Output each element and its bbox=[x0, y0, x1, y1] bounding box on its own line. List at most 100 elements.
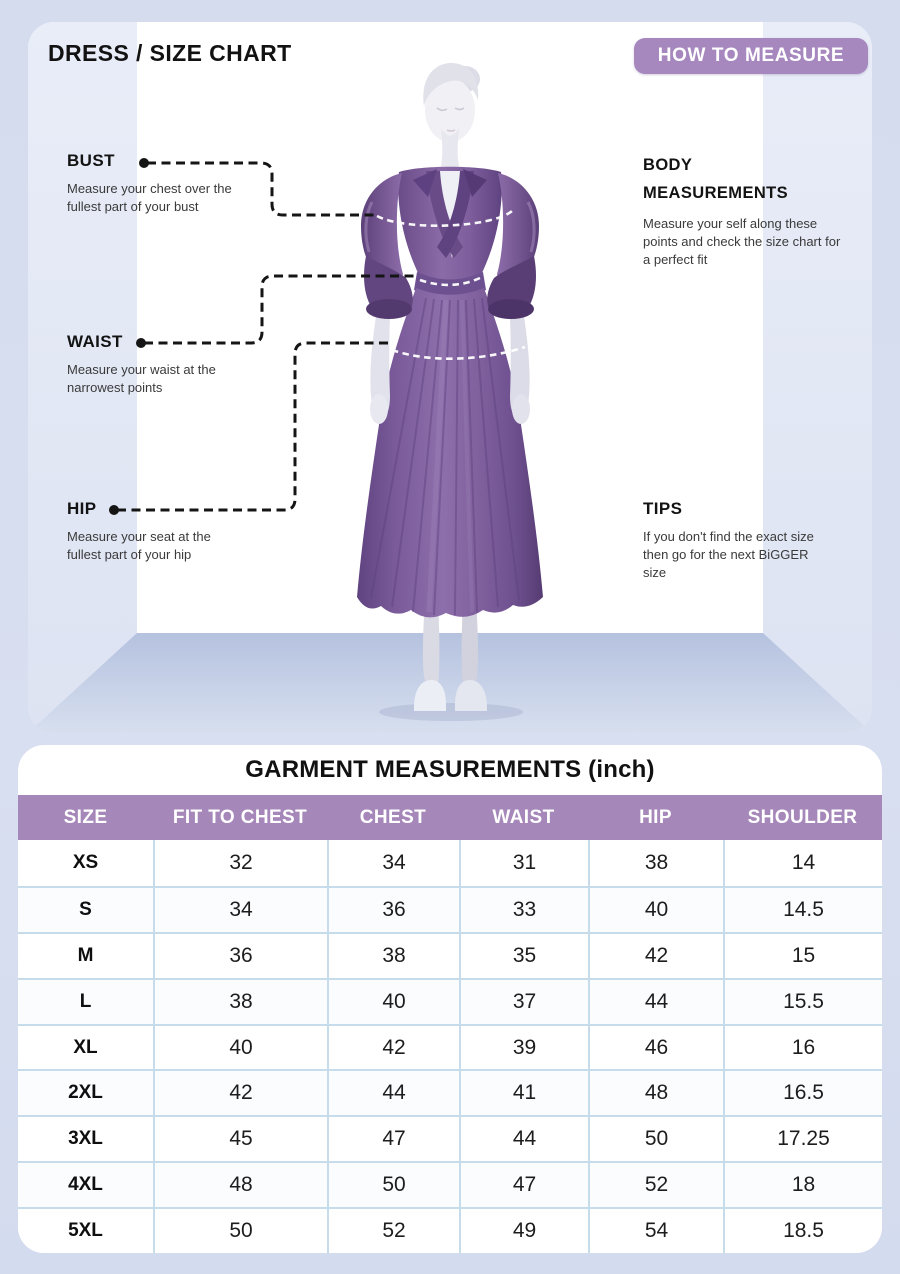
size-cell: L bbox=[79, 990, 92, 1012]
table-row: L 38 40 37 44 15.5 bbox=[18, 977, 882, 1024]
body-measurements-description: Measure your self along these points and… bbox=[643, 216, 841, 268]
table-row: XS 32 34 31 38 14 bbox=[18, 840, 882, 886]
value-cell: 33 bbox=[459, 887, 588, 932]
value-cell: 18 bbox=[723, 1163, 882, 1208]
waist-dot bbox=[136, 338, 146, 348]
hip-label: HIP bbox=[67, 499, 97, 518]
value-cell: 36 bbox=[327, 887, 459, 932]
size-cell: M bbox=[77, 944, 94, 966]
table-row: XL 40 42 39 46 16 bbox=[18, 1023, 882, 1070]
sleeve-left bbox=[361, 173, 403, 285]
size-cell: S bbox=[79, 898, 92, 920]
scene-illustration bbox=[28, 22, 872, 733]
collar-right bbox=[463, 169, 487, 197]
skirt-pleats bbox=[370, 297, 520, 616]
size-table-header: SIZE FIT TO CHEST CHEST WAIST HIP SHOULD… bbox=[18, 795, 882, 840]
value-cell: 38 bbox=[327, 933, 459, 978]
value-cell: 50 bbox=[327, 1163, 459, 1208]
neck bbox=[439, 128, 461, 173]
hair bbox=[423, 63, 479, 106]
value-cell: 49 bbox=[459, 1209, 588, 1253]
tips-note: TIPS If you don't find the exact size th… bbox=[643, 499, 843, 583]
value-cell: 17.25 bbox=[723, 1117, 882, 1162]
size-cell: 5XL bbox=[68, 1220, 103, 1242]
waist-note: WAIST Measure your waist at the narrowes… bbox=[67, 332, 247, 397]
left-wall bbox=[28, 22, 137, 733]
value-cell: 37 bbox=[459, 979, 588, 1024]
waistband bbox=[414, 272, 486, 298]
column-header-chest: CHEST bbox=[359, 806, 427, 828]
value-cell: 38 bbox=[153, 979, 327, 1024]
mannequin-figure bbox=[379, 63, 523, 721]
hip-note: HIP Measure your seat at the fullest par… bbox=[67, 499, 242, 564]
value-cell: 18.5 bbox=[723, 1209, 882, 1253]
column-header-waist: WAIST bbox=[492, 806, 555, 828]
bust-label: BUST bbox=[67, 151, 115, 170]
sleeve-right bbox=[497, 173, 539, 285]
value-cell: 32 bbox=[153, 840, 327, 886]
value-cell: 36 bbox=[153, 933, 327, 978]
size-cell: 4XL bbox=[68, 1174, 103, 1196]
waist-measure-line bbox=[419, 275, 483, 287]
value-cell: 44 bbox=[327, 1071, 459, 1116]
floor-shadow bbox=[379, 703, 523, 721]
value-cell: 15.5 bbox=[723, 979, 882, 1024]
page-title: DRESS / SIZE CHART bbox=[48, 40, 292, 66]
hip-measure-line bbox=[391, 345, 526, 360]
floor bbox=[28, 633, 872, 733]
value-cell: 15 bbox=[723, 933, 882, 978]
table-title: GARMENT MEASUREMENTS (inch) bbox=[245, 756, 655, 783]
value-cell: 44 bbox=[588, 979, 723, 1024]
value-cell: 34 bbox=[327, 840, 459, 886]
size-cell: 2XL bbox=[68, 1082, 103, 1104]
hip-description: Measure your seat at the fullest part of… bbox=[67, 529, 211, 563]
table-row: 2XL 42 44 41 48 16.5 bbox=[18, 1069, 882, 1116]
value-cell: 48 bbox=[153, 1163, 327, 1208]
value-cell: 46 bbox=[588, 1025, 723, 1070]
cuff-right bbox=[488, 299, 534, 319]
value-cell: 31 bbox=[459, 840, 588, 886]
waist-label: WAIST bbox=[67, 332, 123, 351]
bust-note: BUST Measure your chest over the fullest… bbox=[67, 151, 247, 216]
how-to-measure-button[interactable]: HOW TO MEASURE bbox=[634, 38, 868, 74]
bust-dot bbox=[139, 158, 149, 168]
value-cell: 16 bbox=[723, 1025, 882, 1070]
skirt bbox=[357, 288, 543, 618]
table-row: S 34 36 33 40 14.5 bbox=[18, 885, 882, 932]
value-cell: 14 bbox=[723, 840, 882, 886]
cuff-left bbox=[366, 299, 412, 319]
hip-dot bbox=[109, 505, 119, 515]
value-cell: 40 bbox=[153, 1025, 327, 1070]
value-cell: 47 bbox=[327, 1117, 459, 1162]
waist-connector bbox=[144, 274, 419, 345]
value-cell: 50 bbox=[153, 1209, 327, 1253]
value-cell: 50 bbox=[588, 1117, 723, 1162]
value-cell: 52 bbox=[327, 1209, 459, 1253]
size-cell: XL bbox=[73, 1036, 98, 1058]
value-cell: 16.5 bbox=[723, 1071, 882, 1116]
garment-measurements-card: GARMENT MEASUREMENTS (inch) SIZE FIT TO … bbox=[18, 745, 882, 1253]
waist-description: Measure your waist at the narrowest poin… bbox=[67, 362, 216, 396]
value-cell: 42 bbox=[588, 933, 723, 978]
tips-description: If you don't find the exact size then go… bbox=[643, 529, 814, 581]
bust-connector bbox=[147, 161, 376, 217]
column-header-shoulder: SHOULDER bbox=[747, 806, 858, 828]
right-wall bbox=[763, 22, 872, 733]
dress bbox=[357, 166, 543, 618]
value-cell: 14.5 bbox=[723, 887, 882, 932]
value-cell: 47 bbox=[459, 1163, 588, 1208]
head bbox=[425, 78, 475, 142]
bust-description: Measure your chest over the fullest part… bbox=[67, 181, 232, 215]
value-cell: 42 bbox=[153, 1071, 327, 1116]
value-cell: 54 bbox=[588, 1209, 723, 1253]
value-cell: 48 bbox=[588, 1071, 723, 1116]
table-row: 5XL 50 52 49 54 18.5 bbox=[18, 1207, 882, 1253]
value-cell: 39 bbox=[459, 1025, 588, 1070]
value-cell: 34 bbox=[153, 887, 327, 932]
size-table-body: XS 32 34 31 38 14 S 34 36 33 40 14.5 M 36 38 35 42 15 L 38 4… bbox=[18, 840, 882, 1253]
value-cell: 45 bbox=[153, 1117, 327, 1162]
bust-measure-line bbox=[376, 209, 513, 227]
value-cell: 40 bbox=[588, 887, 723, 932]
tips-label: TIPS bbox=[643, 499, 683, 518]
size-cell: 3XL bbox=[68, 1128, 103, 1150]
